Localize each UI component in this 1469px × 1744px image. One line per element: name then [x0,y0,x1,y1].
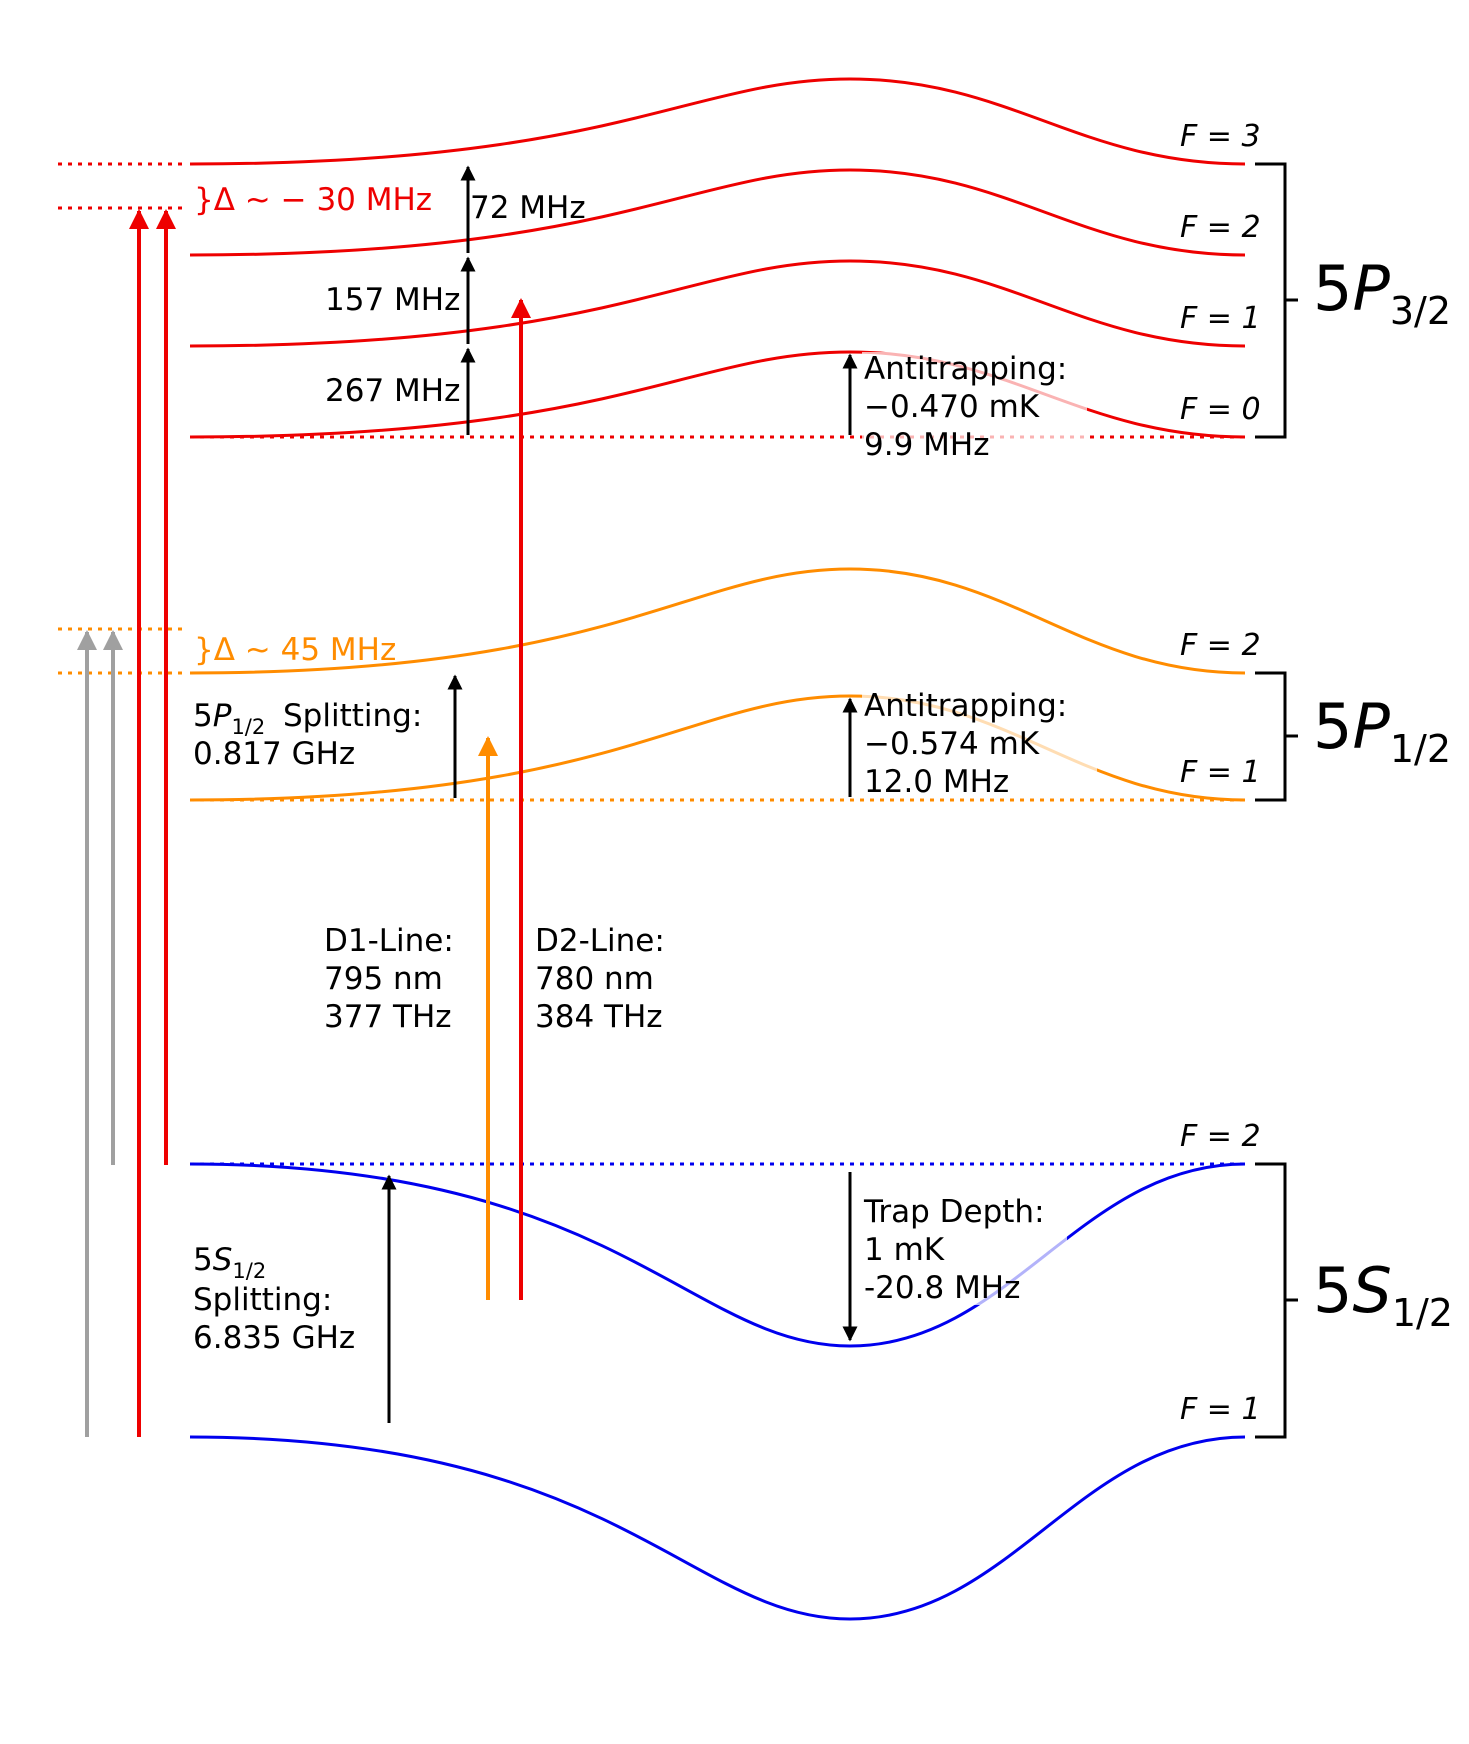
p12-detuning-label: }Δ ~ 45 MHz [194,632,396,668]
p32-bracket [1255,162,1298,439]
p12-term-label: 5P1/2 [1313,690,1451,771]
d2-line-label-3: 384 THz [535,999,663,1035]
p12-splitting-line1: Splitting: [283,698,422,734]
p32-manifold: F = 3 F = 2 F = 1 F = 0 5P3/2 72 MHz 157… [58,77,1451,463]
p32-antitrap-line3: 9.9 MHz [864,427,989,463]
p32-f1-label: F = 1 [1180,301,1261,336]
s12-trap-line1: Trap Depth: [863,1194,1045,1230]
s12-manifold: F = 2 F = 1 5S1/2 5S1/2 Splitting: 6.835… [189,1119,1453,1621]
d1-line-label-3: 377 THz [324,999,452,1035]
p32-antitrap-line2: −0.470 mK [864,389,1040,425]
s12-trap-line3: -20.8 MHz [864,1270,1020,1306]
p32-antitrap-line1: Antitrapping: [864,351,1067,387]
p32-f3-label: F = 3 [1180,119,1261,154]
s12-splitting-line2: 6.835 GHz [193,1320,355,1356]
transition-arrows: D1-Line: 795 nm 377 THz D2-Line: 780 nm … [77,209,665,1437]
s12-f2-label: F = 2 [1180,1119,1261,1154]
p32-detuning-label: }Δ ~ − 30 MHz [194,182,432,218]
p12-manifold: F = 2 F = 1 5P1/2 }Δ ~ 45 MHz 5P1/2 Spli… [58,567,1451,802]
s12-bracket [1255,1162,1298,1439]
p12-f2-label: F = 2 [1180,628,1261,663]
p12-splitting-term: 5P1/2 [193,698,265,739]
p12-antitrap-line1: Antitrapping: [864,688,1067,724]
p32-level-f1 [189,259,1246,348]
p12-antitrap-line2: −0.574 mK [864,726,1040,762]
d1-line-label-2: 795 nm [324,961,443,997]
s12-f1-label: F = 1 [1180,1392,1261,1427]
p32-spacing-267: 267 MHz [325,373,460,409]
p12-bracket [1255,671,1298,802]
p32-level-f2 [189,168,1246,257]
s12-term-label: 5S1/2 [1313,1254,1453,1335]
s12-level-f1 [189,1435,1246,1621]
p32-f0-label: F = 0 [1180,392,1261,427]
p32-spacing-72: 72 MHz [470,190,586,226]
p12-f1-label: F = 1 [1180,755,1261,790]
p12-level-f2 [189,567,1246,675]
p32-f2-label: F = 2 [1180,210,1261,245]
s12-trap-line2: 1 mK [864,1232,945,1268]
d2-line-label-1: D2-Line: [535,923,665,959]
p32-level-f0 [189,350,1246,439]
p32-term-label: 5P3/2 [1313,252,1451,333]
s12-splitting-line1: Splitting: [193,1282,332,1318]
p12-antitrap-line3: 12.0 MHz [864,764,1009,800]
p32-level-f3 [189,77,1246,166]
s12-level-f2 [189,1162,1246,1348]
d1-line-label-1: D1-Line: [324,923,454,959]
p12-splitting-line2: 0.817 GHz [193,736,355,772]
p32-spacing-157: 157 MHz [325,282,460,318]
s12-splitting-term: 5S1/2 [193,1242,266,1283]
d2-line-label-2: 780 nm [535,961,654,997]
